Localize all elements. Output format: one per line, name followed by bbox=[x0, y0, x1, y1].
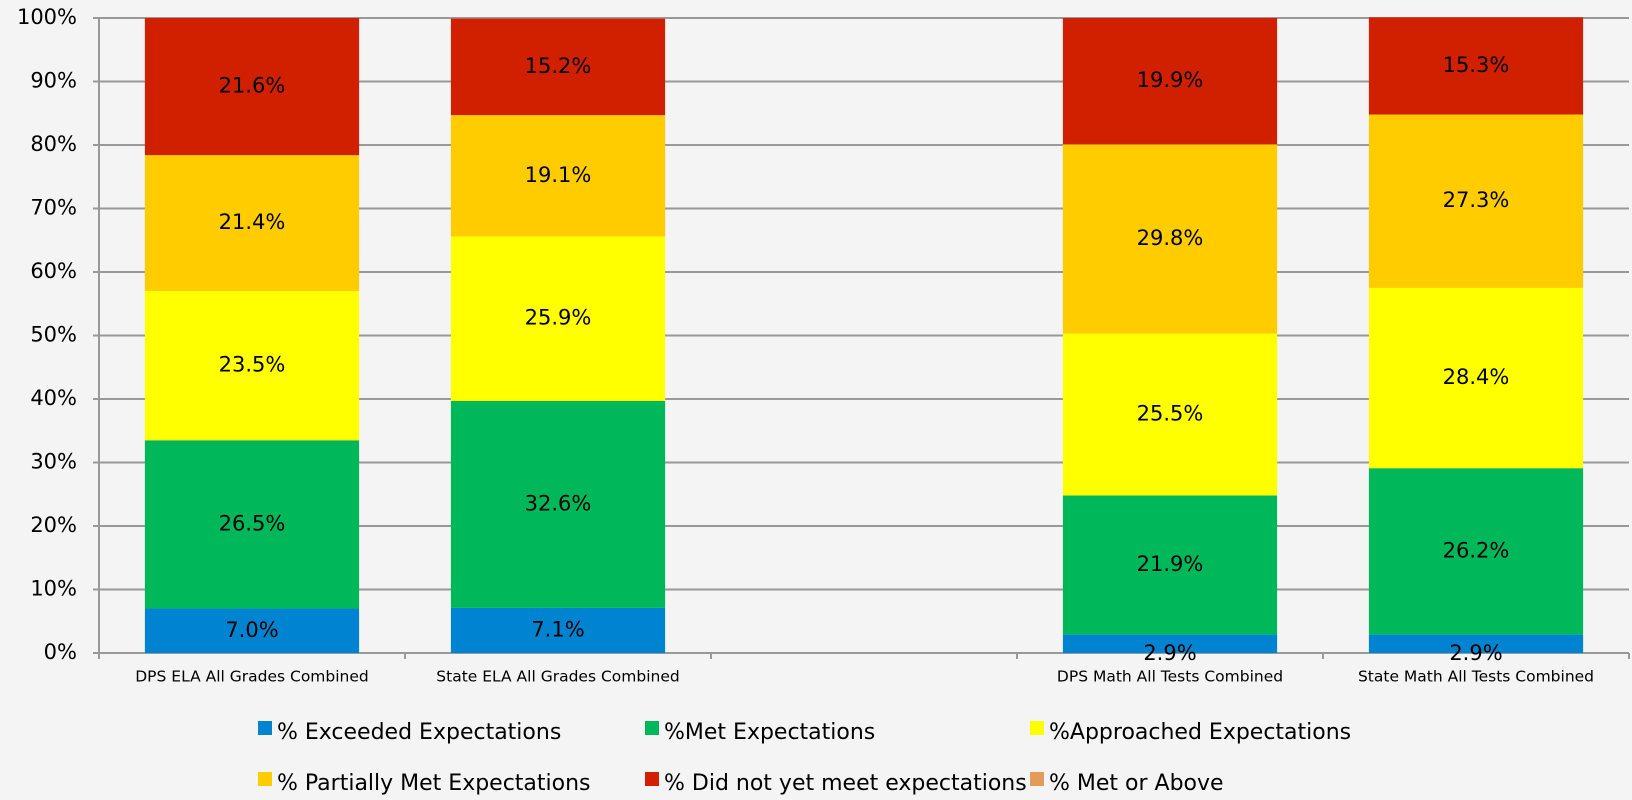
y-tick-label: 10% bbox=[30, 577, 77, 601]
legend-label: % Exceeded Expectations bbox=[277, 720, 561, 745]
y-tick-label: 60% bbox=[30, 259, 77, 283]
y-tick-label: 30% bbox=[30, 450, 77, 474]
bar-segment bbox=[450, 115, 666, 237]
y-tick-label: 100% bbox=[17, 5, 77, 29]
y-tick-label: 50% bbox=[30, 323, 77, 347]
bar-segment bbox=[1368, 114, 1584, 288]
bar-segment bbox=[144, 155, 360, 292]
x-tick-label: State Math All Tests Combined bbox=[1358, 668, 1594, 686]
data-label: 21.4% bbox=[219, 210, 286, 234]
legend-swatch bbox=[258, 772, 272, 786]
bar-segment bbox=[144, 18, 360, 156]
bar-segment bbox=[1062, 18, 1278, 145]
bar-segment bbox=[450, 236, 666, 401]
legend-label: % Partially Met Expectations bbox=[277, 771, 591, 796]
bar-segment bbox=[450, 607, 666, 653]
legend-swatch bbox=[258, 721, 272, 735]
data-label: 21.9% bbox=[1137, 552, 1204, 576]
legend-label: % Met or Above bbox=[1049, 771, 1224, 796]
legend-label: % Did not yet meet expectations bbox=[664, 771, 1027, 796]
data-label: 2.9% bbox=[1143, 641, 1196, 665]
data-label: 27.3% bbox=[1443, 188, 1510, 212]
data-label: 19.1% bbox=[525, 163, 592, 187]
bar-segment bbox=[1368, 634, 1584, 653]
data-label: 26.2% bbox=[1443, 538, 1510, 562]
y-tick-label: 70% bbox=[30, 196, 77, 220]
data-label: 29.8% bbox=[1137, 226, 1204, 250]
bar-segment bbox=[1062, 333, 1278, 496]
data-label: 2.9% bbox=[1449, 641, 1502, 665]
legend-label: %Met Expectations bbox=[664, 720, 875, 745]
data-label: 25.9% bbox=[525, 306, 592, 330]
legend-swatch bbox=[645, 721, 659, 735]
y-tick-label: 90% bbox=[30, 69, 77, 93]
legend-label: %Approached Expectations bbox=[1049, 720, 1351, 745]
data-label: 21.6% bbox=[219, 74, 286, 98]
y-tick-label: 0% bbox=[44, 640, 77, 664]
legend-swatch bbox=[645, 772, 659, 786]
data-label: 7.0% bbox=[225, 618, 278, 642]
y-tick-label: 80% bbox=[30, 132, 77, 156]
data-label: 7.1% bbox=[531, 617, 584, 641]
bar-segment bbox=[450, 18, 666, 116]
bar-segment bbox=[144, 440, 360, 609]
bar-segment bbox=[1062, 634, 1278, 653]
legend-swatch bbox=[1030, 721, 1044, 735]
data-label: 32.6% bbox=[525, 491, 592, 515]
bar-segment bbox=[1368, 287, 1584, 469]
data-label: 26.5% bbox=[219, 511, 286, 535]
legend-swatch bbox=[1030, 772, 1044, 786]
x-tick-label: State ELA All Grades Combined bbox=[436, 668, 679, 686]
bar-segment bbox=[144, 291, 360, 441]
bar-segment bbox=[1062, 495, 1278, 635]
y-tick-label: 20% bbox=[30, 513, 77, 537]
data-label: 28.4% bbox=[1443, 365, 1510, 389]
data-label: 15.2% bbox=[525, 54, 592, 78]
bar-segment bbox=[1062, 144, 1278, 334]
data-label: 19.9% bbox=[1137, 68, 1204, 92]
data-label: 25.5% bbox=[1137, 402, 1204, 426]
y-tick-label: 40% bbox=[30, 386, 77, 410]
data-label: 15.3% bbox=[1443, 53, 1510, 77]
bar-segment bbox=[144, 608, 360, 653]
bar-segment bbox=[450, 400, 666, 608]
bar-segment bbox=[1368, 17, 1584, 115]
data-label: 23.5% bbox=[219, 353, 286, 377]
x-tick-label: DPS Math All Tests Combined bbox=[1057, 668, 1283, 686]
bar-segment bbox=[1368, 468, 1584, 635]
x-tick-label: DPS ELA All Grades Combined bbox=[135, 668, 369, 686]
